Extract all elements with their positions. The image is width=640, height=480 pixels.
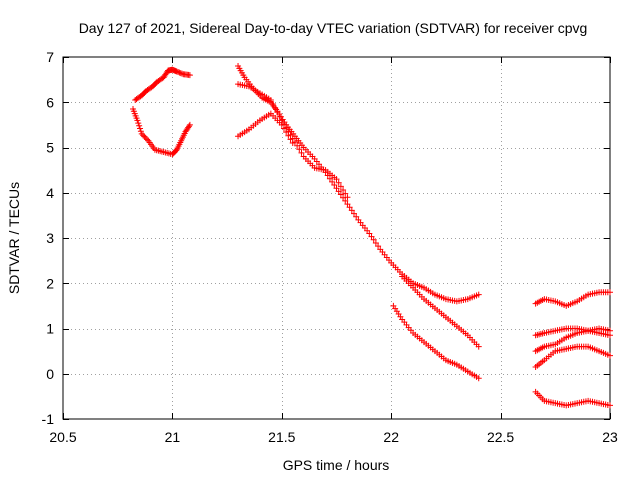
data-point-marker [272,105,279,112]
data-point-marker [267,96,274,103]
data-point-marker [366,230,373,237]
data-point-marker [353,213,360,220]
data-point-marker [287,136,294,143]
data-point-marker [276,113,283,120]
series-arc-1-upper [132,66,193,103]
grid [63,57,610,419]
data-point-marker [280,125,287,132]
data-point-marker [475,343,482,350]
data-point-marker [289,139,296,146]
y-tick-label: 7 [46,49,54,65]
x-tick-label: 23 [602,429,618,445]
data-point-marker [344,194,351,201]
data-point-marker [144,136,151,143]
data-point-marker [285,132,292,139]
series-arc-2-offset [235,81,351,201]
series-arc-2-main [235,63,482,305]
data-point-marker [176,69,183,76]
data-point-marker [186,123,193,130]
data-point-marker [607,289,613,296]
x-tick-label: 20.5 [49,429,76,445]
chart-title: Day 127 of 2021, Sidereal Day-to-day VTE… [79,20,588,36]
data-point-marker [340,187,347,194]
data-point-marker [607,402,613,409]
data-point-marker [475,375,482,382]
data-point-marker [333,185,340,192]
data-point-marker [186,72,193,79]
data-point-marker [607,327,613,334]
data-point-marker [344,201,351,208]
x-tick-label: 22.5 [487,429,514,445]
data-point-marker [337,191,344,198]
data-point-marker [372,239,379,246]
x-tick-label: 22 [383,429,399,445]
data-point-marker [333,176,340,183]
series-arc-4-c [532,325,613,355]
data-point-marker [138,130,145,137]
y-tick-labels: -1 0 1 2 3 4 5 6 7 [42,49,55,427]
data-point-marker [274,109,281,116]
data-point-marker [294,142,301,149]
data-point-marker [270,101,277,108]
y-tick-label: 3 [46,230,54,246]
series-arc-4-e [532,388,613,409]
series-arc-1-lower [130,106,193,158]
data-point-marker [136,122,143,129]
data-point-marker [329,178,336,185]
data-point-marker [342,190,349,197]
data-point-marker [179,70,186,77]
data-point-marker [331,182,338,189]
y-tick-label: 1 [46,321,54,337]
data-point-marker [186,121,193,128]
data-point-marker [142,134,149,141]
data-point-marker [177,70,184,77]
data-point-marker [296,146,303,153]
series-arc-2-branch [399,273,482,350]
series-arc-4-d [532,343,613,370]
data-point-marker [298,149,305,156]
data-marks [130,63,613,409]
y-axis-label: SDTVAR / TECUs [6,182,22,294]
data-point-marker [173,68,180,75]
data-point-marker [137,125,144,132]
data-point-marker [335,188,342,195]
series-arc-2-low [235,110,296,146]
data-point-marker [351,210,358,217]
series-arc-3 [390,302,482,382]
data-point-marker [342,197,349,204]
data-point-marker [375,243,382,250]
data-point-marker [370,236,377,243]
x-tick-label: 21 [165,429,181,445]
y-tick-label: 4 [46,185,54,201]
y-tick-label: 5 [46,140,54,156]
data-point-marker [335,179,342,186]
y-tick-label: 2 [46,275,54,291]
y-tick-label: 6 [46,94,54,110]
series-arc-4-a [532,289,613,309]
data-point-marker [607,352,613,359]
data-point-marker [337,183,344,190]
data-point-marker [137,128,144,135]
data-point-marker [141,133,148,140]
data-point-marker [175,69,182,76]
y-tick-label: -1 [42,411,55,427]
data-point-marker [134,117,141,124]
data-point-marker [348,207,355,214]
y-tick-label: 0 [46,366,54,382]
data-point-marker [368,233,375,240]
x-tick-labels: 20.5 21 21.5 22 22.5 23 [49,429,618,445]
data-point-marker [140,132,147,139]
data-point-marker [278,121,285,128]
x-axis-label: GPS time / hours [283,457,390,473]
x-tick-label: 21.5 [268,429,295,445]
data-point-marker [283,129,290,136]
data-point-marker [135,120,142,127]
data-point-marker [475,291,482,298]
axis-ticks [63,57,611,420]
data-point-marker [346,204,353,211]
